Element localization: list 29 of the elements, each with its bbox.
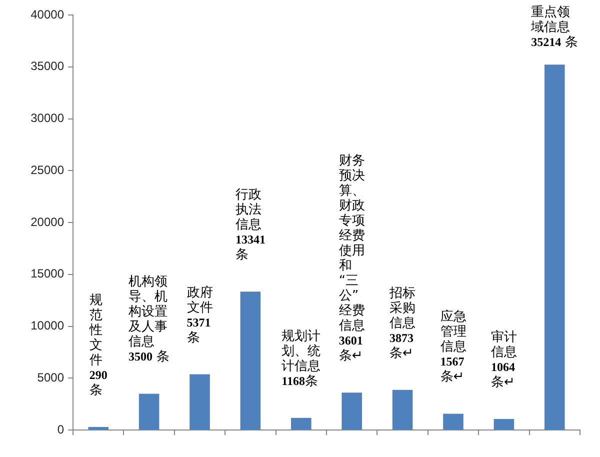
data-label: 行政执法信息13341条 bbox=[235, 188, 266, 263]
bar bbox=[240, 292, 261, 430]
bar bbox=[138, 394, 160, 430]
y-tick-label: 0 bbox=[57, 422, 64, 436]
y-tick-label: 35000 bbox=[30, 59, 64, 74]
text: 规划计划、统计信息1168条 bbox=[282, 328, 321, 389]
data-label: 政府文件5371条 bbox=[186, 284, 213, 346]
bar bbox=[392, 390, 413, 430]
y-tick-label: 30000 bbox=[30, 111, 64, 126]
y-tick-label: 40000 bbox=[30, 7, 64, 22]
text: 招标采购信息3873条↵ bbox=[390, 286, 416, 361]
bar bbox=[342, 392, 362, 430]
text: 财务预决算、财政专项经费使用和“三公”经费信息3601条↵ bbox=[338, 154, 365, 364]
data-label: 审计信息1064条↵ bbox=[490, 328, 517, 390]
y-tick-label: 25000 bbox=[30, 162, 64, 177]
bar bbox=[190, 374, 210, 430]
y-tick-label: 15000 bbox=[30, 266, 64, 281]
bar bbox=[494, 418, 514, 430]
bar bbox=[88, 426, 108, 430]
text: 机构领导、机构设置及人事信息3500 条 bbox=[128, 274, 170, 365]
y-tick-label: 5000 bbox=[37, 370, 64, 384]
y-tick-label: 10000 bbox=[30, 318, 64, 333]
y-tick-label: 20000 bbox=[30, 214, 64, 229]
bar bbox=[291, 418, 312, 430]
data-label: 规范性文件290条 bbox=[88, 292, 108, 398]
bar bbox=[443, 414, 464, 430]
bar bbox=[544, 64, 565, 430]
data-label: 重点领域信息35214 条 bbox=[530, 5, 578, 50]
text: 应急管理信息1567条↵ bbox=[440, 310, 466, 385]
